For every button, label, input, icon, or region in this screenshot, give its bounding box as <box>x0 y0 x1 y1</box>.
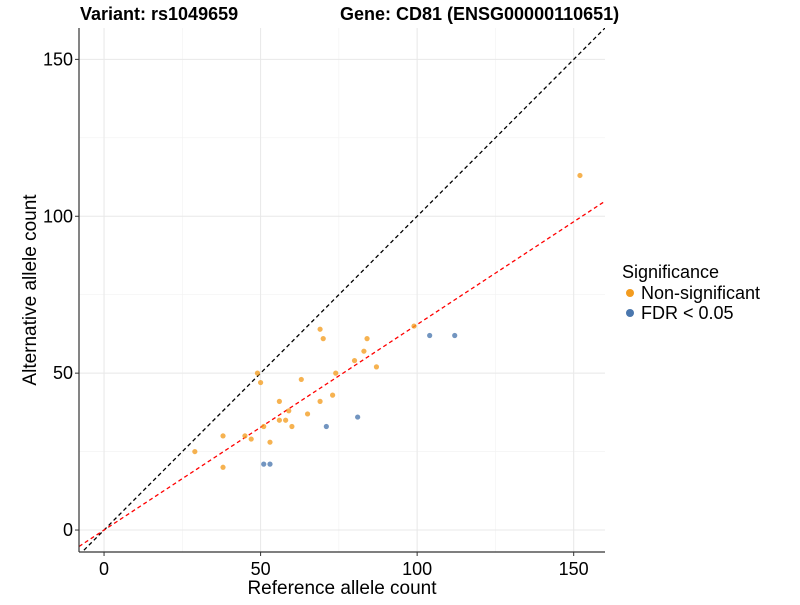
point-non-significant <box>220 464 226 470</box>
point-non-significant <box>257 379 264 386</box>
point-non-significant <box>286 408 292 414</box>
point-fdr <box>355 414 361 420</box>
point-non-significant <box>320 336 326 342</box>
x-tick-label: 150 <box>559 559 589 579</box>
legend-label: FDR < 0.05 <box>641 302 734 323</box>
point-non-significant <box>317 326 323 332</box>
point-non-significant <box>192 448 198 455</box>
axes <box>78 28 605 553</box>
y-axis-label: Alternative allele count <box>20 194 41 386</box>
x-axis-label: Reference allele count <box>247 578 437 599</box>
point-non-significant <box>304 411 311 417</box>
point-non-significant <box>283 417 289 423</box>
y-tick-label: 50 <box>53 363 73 383</box>
reference-lines <box>79 28 605 552</box>
point-non-significant <box>220 433 226 439</box>
point-non-significant <box>254 370 261 376</box>
point-fdr <box>267 461 273 467</box>
x-tick-label: 0 <box>99 559 109 579</box>
point-fdr <box>261 461 267 467</box>
y-tick-label: 100 <box>43 206 73 226</box>
point-non-significant <box>330 392 336 398</box>
data-points <box>192 172 583 470</box>
chart-title-gene: Gene: CD81 (ENSG00000110651) <box>340 4 620 24</box>
point-non-significant <box>411 323 417 329</box>
point-fdr <box>427 332 433 339</box>
fit-line <box>79 200 605 548</box>
legend-label: Non-significant <box>641 282 761 303</box>
point-non-significant <box>577 172 583 179</box>
legend-dot-blue <box>626 309 634 317</box>
point-non-significant <box>373 364 380 370</box>
x-tick-label: 100 <box>402 559 432 579</box>
tick-labels: 0 50 100 150 0 50 100 150 <box>43 49 589 579</box>
point-non-significant <box>351 357 358 364</box>
point-non-significant <box>248 436 254 442</box>
point-non-significant <box>267 439 273 445</box>
legend-item-non-significant: Non-significant <box>622 283 760 303</box>
chart-title-variant: Variant: rs1049659 <box>80 4 239 24</box>
point-non-significant <box>289 423 295 430</box>
point-non-significant <box>364 336 370 342</box>
point-non-significant <box>276 398 282 404</box>
x-tick-label: 50 <box>251 559 271 579</box>
point-non-significant <box>261 423 267 430</box>
point-fdr <box>323 423 329 430</box>
point-non-significant <box>361 348 367 354</box>
grid-lines <box>79 28 605 552</box>
legend-dot-orange <box>626 289 634 297</box>
point-non-significant <box>298 376 304 383</box>
y-tick-label: 0 <box>63 520 73 540</box>
point-non-significant <box>242 433 248 439</box>
y-tick-label: 150 <box>43 49 73 69</box>
legend-title: Significance <box>622 262 720 282</box>
identity-line <box>81 28 605 552</box>
legend: Significance Non-significant FDR < 0.05 <box>622 262 760 323</box>
point-non-significant <box>317 398 323 404</box>
point-fdr <box>452 332 458 339</box>
point-non-significant <box>333 370 339 376</box>
legend-item-fdr: FDR < 0.05 <box>622 303 760 323</box>
point-non-significant <box>276 417 282 423</box>
